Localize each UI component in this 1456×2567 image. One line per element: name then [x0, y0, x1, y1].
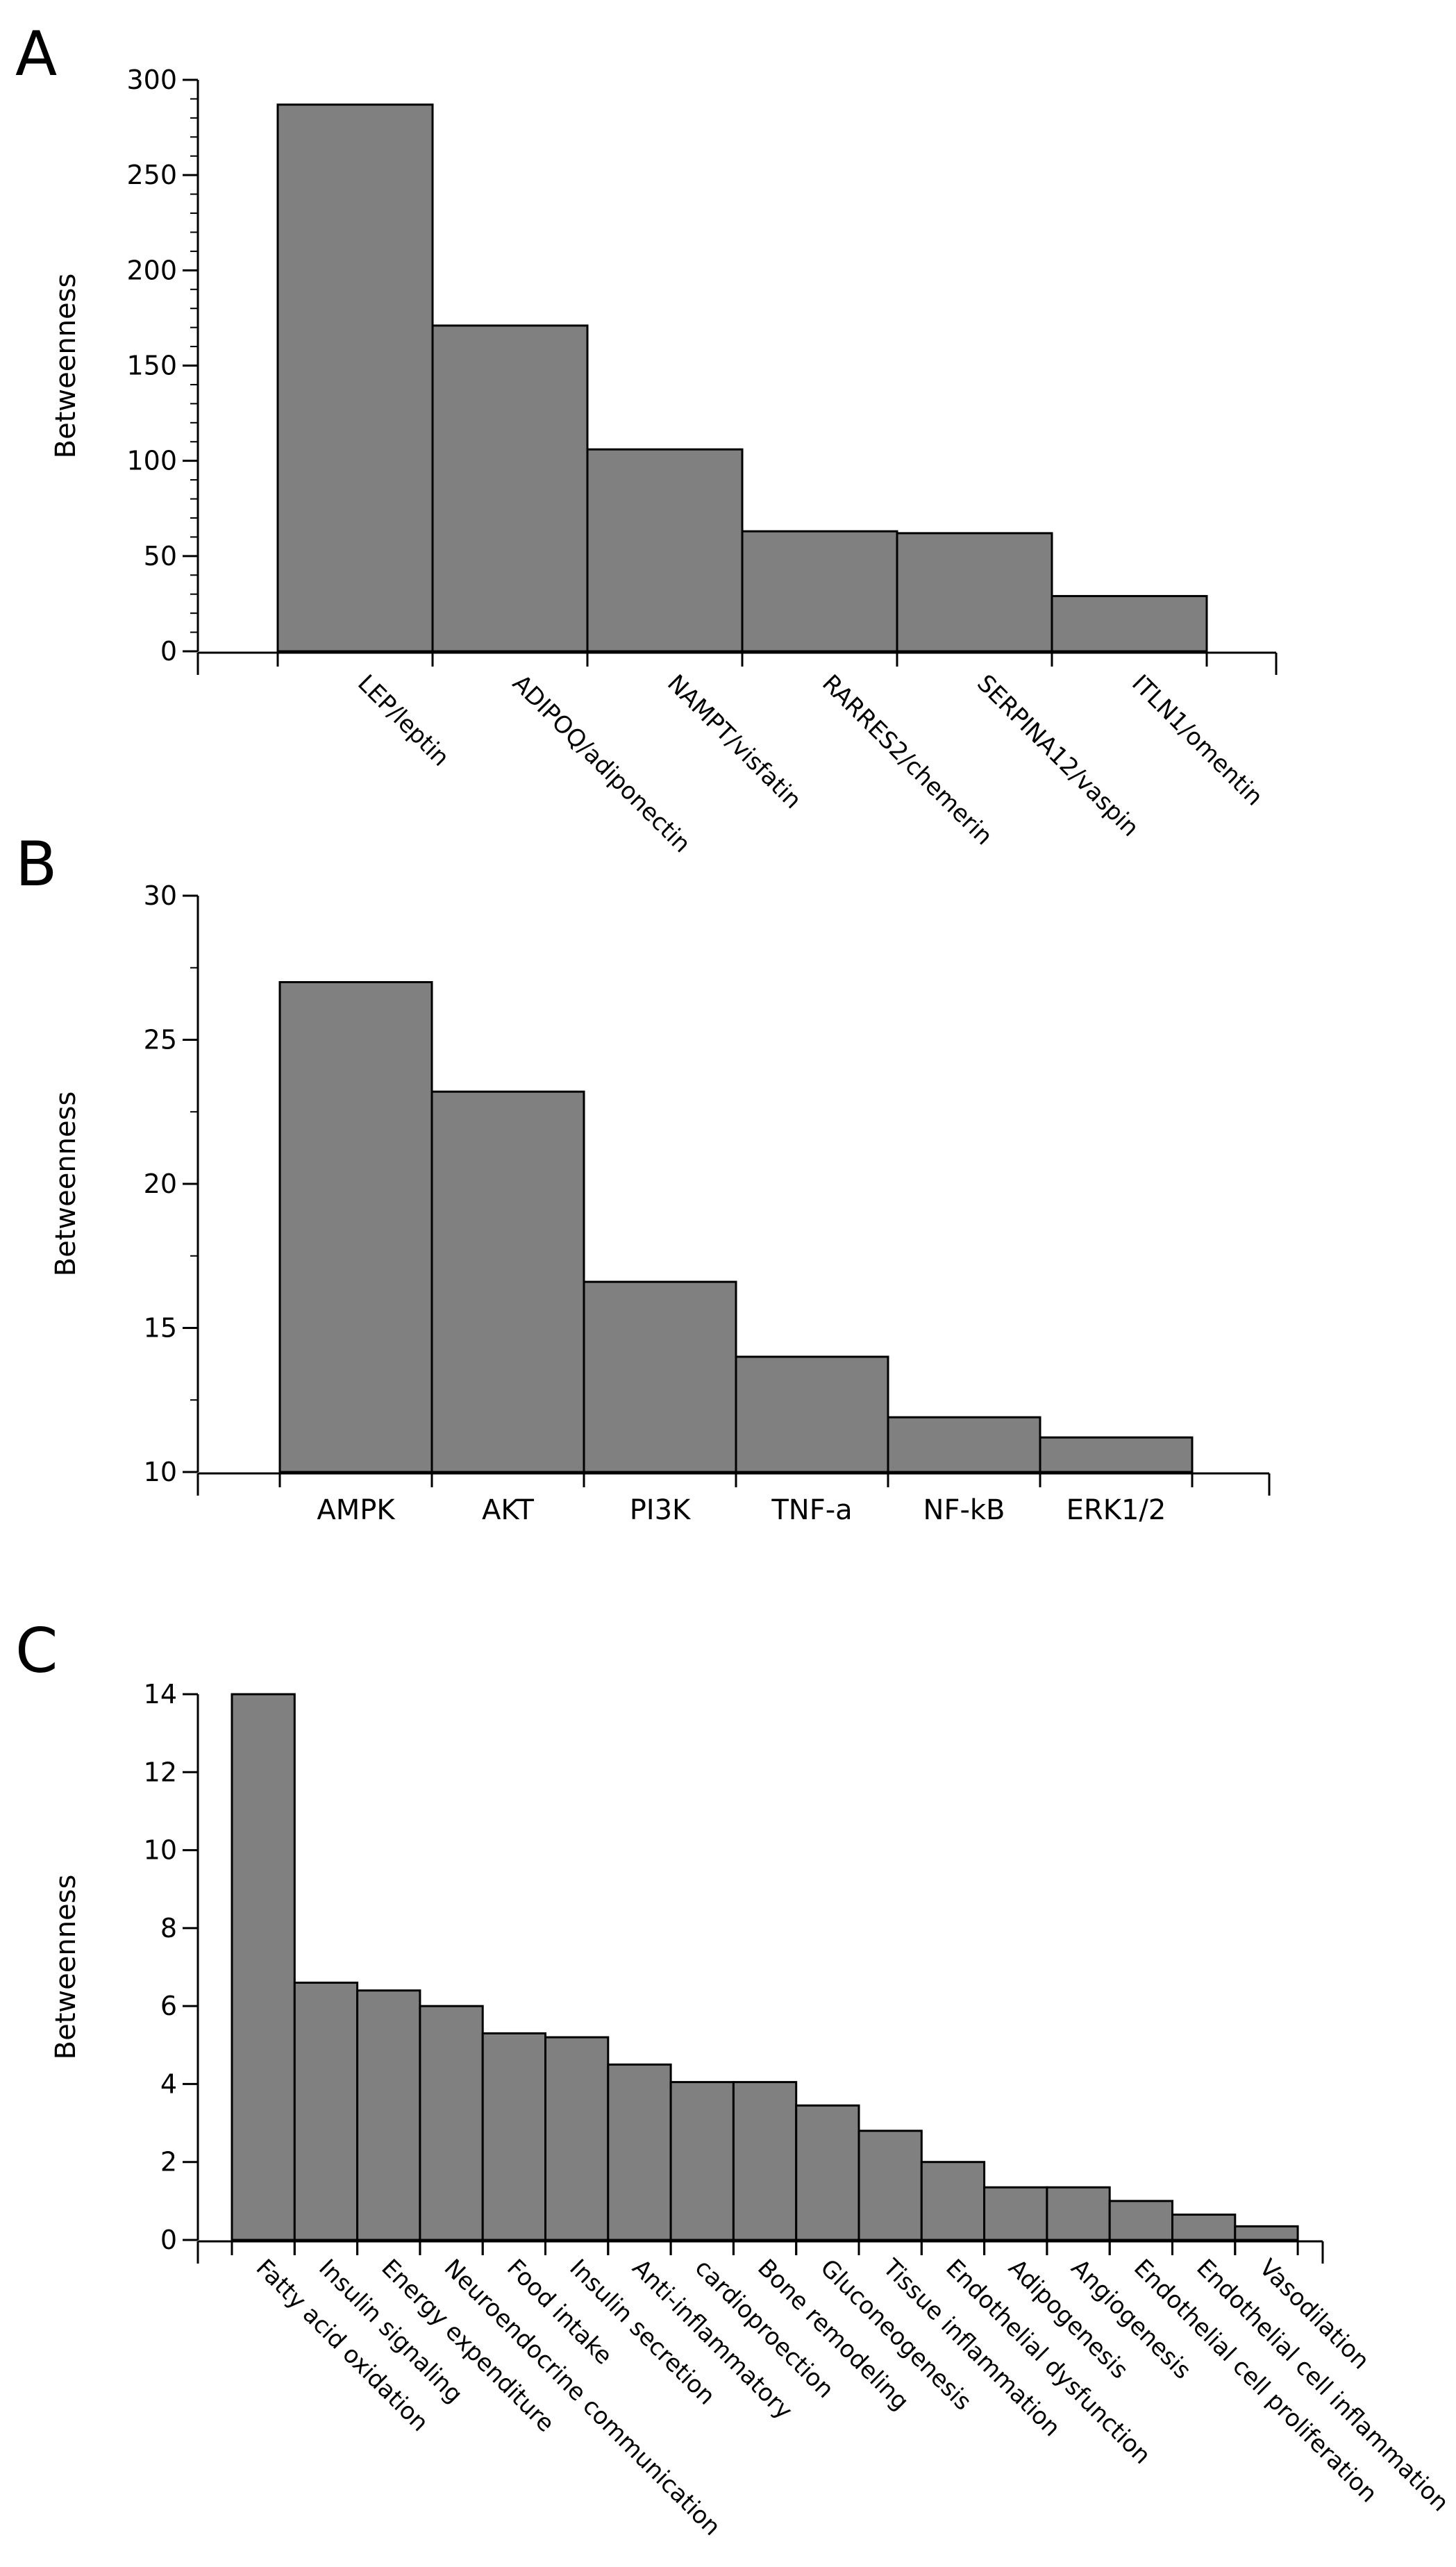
bar	[735, 1355, 889, 1473]
y-tick-label: 30	[144, 880, 177, 911]
y-tick-label: 10	[144, 1835, 177, 1866]
y-tick-label: 14	[144, 1679, 177, 1709]
y-tick-label: 4	[160, 2068, 177, 2099]
bar	[741, 530, 898, 653]
bar	[1108, 2200, 1173, 2241]
y-tick-label: 8	[160, 1913, 177, 1943]
y-tick-label: 2	[160, 2147, 177, 2177]
x-tick-label: AMPK	[317, 1494, 396, 1526]
x-tick-label: Endothelial cell proliferation	[1128, 2254, 1382, 2508]
bar	[1234, 2225, 1299, 2241]
panel-letter: C	[15, 1615, 58, 1687]
bar	[607, 2063, 672, 2241]
y-tick-label: 12	[144, 1757, 177, 1787]
bar	[669, 2081, 735, 2241]
bar	[920, 2161, 986, 2241]
y-tick-label: 300	[126, 65, 177, 95]
y-tick-label: 6	[160, 1991, 177, 2021]
panel-letter: A	[15, 18, 57, 90]
bar	[293, 1981, 359, 2241]
bar	[586, 448, 744, 653]
x-tick-label: PI3K	[630, 1494, 692, 1526]
bar	[231, 1693, 296, 2241]
bar	[732, 2081, 798, 2241]
bar	[795, 2104, 860, 2241]
bar	[1171, 2214, 1237, 2241]
y-tick-label: 200	[126, 255, 177, 285]
x-tick-label: Endothelial cell inflammation	[1191, 2254, 1454, 2517]
y-axis-label: Betweenness	[50, 1875, 82, 2060]
x-tick-label: NAMPT/visfatin	[662, 669, 807, 814]
bar	[983, 2186, 1048, 2241]
x-tick-label: ITLN1/omentin	[1126, 669, 1268, 811]
bar	[896, 532, 1053, 653]
y-tick-label: 100	[126, 446, 177, 476]
bar	[356, 1989, 421, 2241]
bar	[857, 2130, 923, 2241]
panel-b: B Betweenness 10 15 20 25 30 AMPK AKT PI3K TNF-a NF…	[15, 828, 1271, 1526]
y-tick-label: 20	[144, 1169, 177, 1199]
y-tick-label: 250	[126, 160, 177, 190]
x-tick-label: LEP/leptin	[352, 669, 455, 772]
panel-letter: B	[15, 828, 57, 900]
bar	[1051, 594, 1208, 653]
panel-a: A Betweenness 0 50 100 150 200 250 300 LEP/leptin…	[15, 18, 1278, 858]
bar	[1046, 2186, 1111, 2241]
x-tick-label: SERPINA12/vaspin	[971, 669, 1144, 842]
y-tick-label: 0	[160, 636, 177, 667]
y-tick-label: 0	[160, 2225, 177, 2255]
x-tick-label: RARRES2/chemerin	[817, 669, 998, 851]
y-tick-label: 25	[144, 1025, 177, 1055]
bar	[583, 1280, 737, 1473]
bar	[419, 2005, 484, 2241]
x-tick-label: ADIPOQ/adiponectin	[507, 669, 696, 858]
x-tick-label: AKT	[482, 1494, 534, 1526]
bar	[1039, 1436, 1194, 1473]
y-tick-label: 150	[126, 351, 177, 381]
y-axis-label: Betweenness	[50, 274, 82, 459]
x-tick-label: TNF-a	[771, 1494, 852, 1526]
bar	[887, 1416, 1041, 1473]
bar	[278, 981, 433, 1473]
bar	[276, 103, 434, 653]
bar	[544, 2036, 610, 2241]
y-tick-label: 10	[144, 1457, 177, 1487]
y-axis-label: Betweenness	[50, 1092, 82, 1277]
y-tick-label: 50	[144, 541, 177, 571]
x-tick-label: ERK1/2	[1066, 1494, 1166, 1526]
bar	[481, 2032, 547, 2241]
bar	[431, 324, 589, 653]
x-tick-label: NF-kB	[923, 1494, 1005, 1526]
y-tick-label: 15	[144, 1313, 177, 1344]
bar	[430, 1090, 585, 1473]
